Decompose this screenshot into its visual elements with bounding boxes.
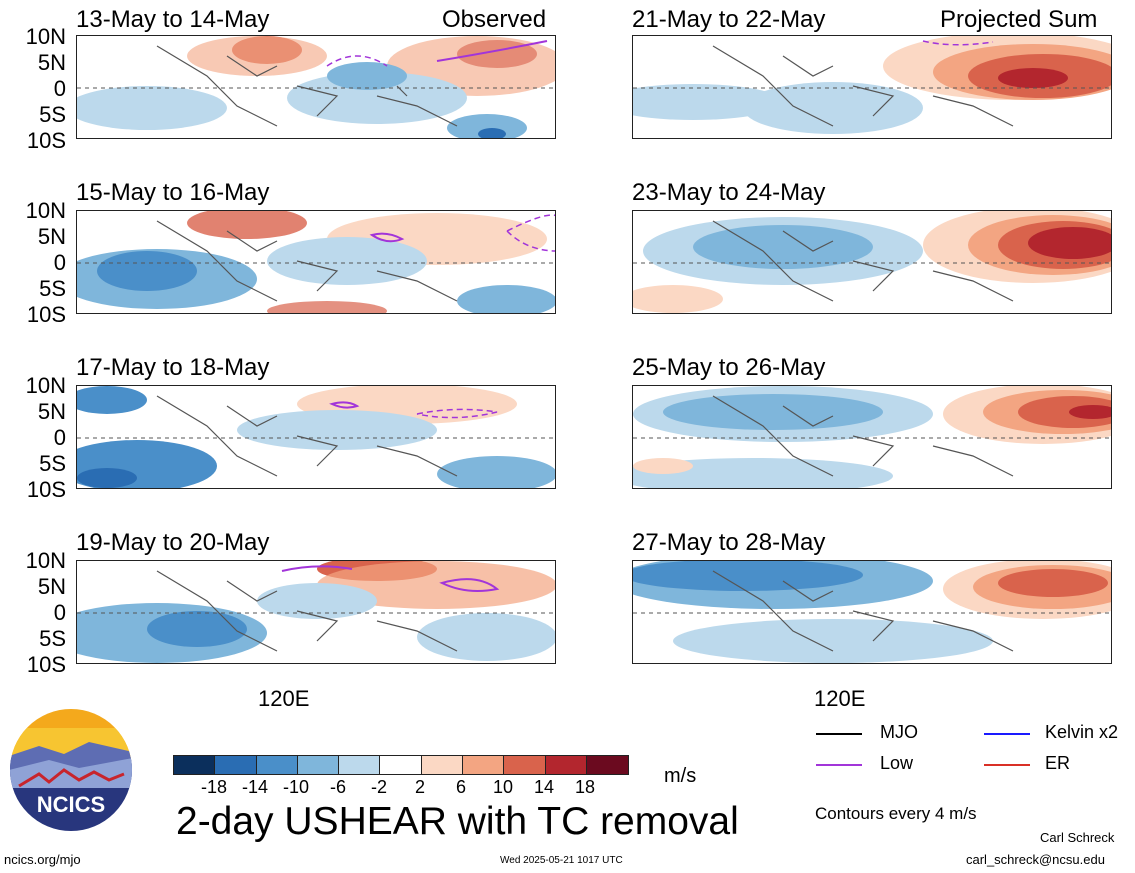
colorbar-tick: 2 [414, 777, 425, 797]
legend-label-mjo: MJO [880, 722, 918, 742]
lat-label: 5N [37, 399, 66, 424]
lat-label: 5S [39, 276, 66, 301]
lat-label: 5N [37, 574, 66, 599]
lat-label: 5S [39, 102, 66, 127]
colorbar-tick: -10 [282, 777, 309, 797]
lat-label: 10S [26, 652, 66, 677]
map-shading [77, 211, 555, 313]
footer-author: Carl Schreck [1040, 830, 1115, 845]
logo-text: NCICS [37, 792, 105, 817]
colorbar-tick: 18 [574, 777, 596, 797]
legend-label-kelvin: Kelvin x2 [1045, 722, 1119, 742]
lat-label: 5N [37, 224, 66, 249]
panel-date-right-1: 21-May to 22-May [632, 6, 826, 33]
map-panel-left-2 [76, 210, 556, 314]
lat-label: 5S [39, 626, 66, 651]
map-panel-right-2 [632, 210, 1112, 314]
contours-note: Contours every 4 m/s [815, 804, 977, 823]
ncics-logo-graphic: NCICS [10, 709, 132, 831]
legend-line-low [816, 764, 862, 766]
legend-label-er: ER [1045, 753, 1071, 773]
map-shading [633, 211, 1111, 313]
colorbar-unit: m/s [664, 765, 697, 787]
colorbar-cell [380, 756, 422, 774]
panel-date-right-3: 25-May to 26-May [632, 354, 826, 381]
legend-label-low: Low [880, 753, 914, 773]
lon-label-right: 120E [814, 686, 866, 711]
panel-title-projected: Projected Sum [940, 6, 1098, 33]
map-panel-right-3 [632, 385, 1112, 489]
legend: MJO Kelvin x2 Low ER [816, 720, 1134, 780]
map-shading [77, 36, 555, 138]
colorbar-tick: -14 [241, 777, 268, 797]
colorbar-tick: -6 [329, 777, 346, 797]
panel-date-left-2: 15-May to 16-May [76, 179, 270, 206]
lat-label: 10N [25, 548, 66, 573]
map-shading [77, 386, 555, 488]
colorbar-cell [545, 756, 587, 774]
colorbar-cell [587, 756, 628, 774]
colorbar-cell [504, 756, 546, 774]
map-panel-left-1 [76, 35, 556, 139]
legend-line-mjo [816, 733, 862, 735]
map-shading [633, 36, 1111, 134]
lat-label: 5N [37, 50, 66, 75]
colorbar-cell [339, 756, 381, 774]
panel-date-left-1: 13-May to 14-May [76, 6, 270, 33]
colorbar-cell [256, 756, 298, 774]
colorbar-tick: 6 [455, 777, 466, 797]
footer-email[interactable]: carl_schreck@ncsu.edu [966, 852, 1105, 867]
lat-label: 0 [53, 76, 66, 101]
colorbar-cell [463, 756, 505, 774]
legend-line-er [984, 764, 1030, 766]
lat-label: 10S [26, 477, 66, 502]
panel-title-observed: Observed [442, 6, 547, 33]
main-title: 2-day USHEAR with TC removal [176, 800, 739, 843]
lat-label: 10N [25, 24, 66, 49]
colorbar-cell [215, 756, 257, 774]
colorbar-tick: 10 [492, 777, 514, 797]
map-panel-left-3 [76, 385, 556, 489]
panel-date-right-2: 23-May to 24-May [632, 179, 826, 206]
colorbar-tick: -18 [200, 777, 227, 797]
colorbar-cell [297, 756, 340, 774]
lat-label: 0 [53, 425, 66, 450]
lat-label: 0 [53, 250, 66, 275]
map-panel-right-1 [632, 35, 1112, 139]
panel-date-right-4: 27-May to 28-May [632, 529, 826, 556]
lat-label: 0 [53, 600, 66, 625]
colorbar-tick: 14 [533, 777, 555, 797]
colorbar-ticks: -18 -14 -10 -6 -2 2 6 10 14 18 [173, 777, 627, 799]
ncics-logo: NCICS [9, 708, 133, 832]
map-shading [633, 386, 1111, 488]
footer-timestamp: Wed 2025-05-21 1017 UTC [500, 855, 623, 866]
footer-url[interactable]: ncics.org/mjo [4, 852, 81, 867]
legend-line-kelvin [984, 733, 1030, 735]
lat-label: 10N [25, 373, 66, 398]
colorbar [173, 755, 629, 775]
colorbar-cell [174, 756, 216, 774]
lon-label-left: 120E [258, 686, 310, 711]
map-panel-right-4 [632, 560, 1112, 664]
lat-label: 10N [25, 198, 66, 223]
lat-label: 10S [26, 128, 66, 153]
map-shading [633, 561, 1111, 663]
map-shading [77, 561, 555, 663]
lat-label: 10S [26, 302, 66, 327]
colorbar-cell [421, 756, 464, 774]
panel-date-left-3: 17-May to 18-May [76, 354, 270, 381]
map-panel-left-4 [76, 560, 556, 664]
panel-date-left-4: 19-May to 20-May [76, 529, 270, 556]
colorbar-tick: -2 [370, 777, 387, 797]
lat-label: 5S [39, 451, 66, 476]
